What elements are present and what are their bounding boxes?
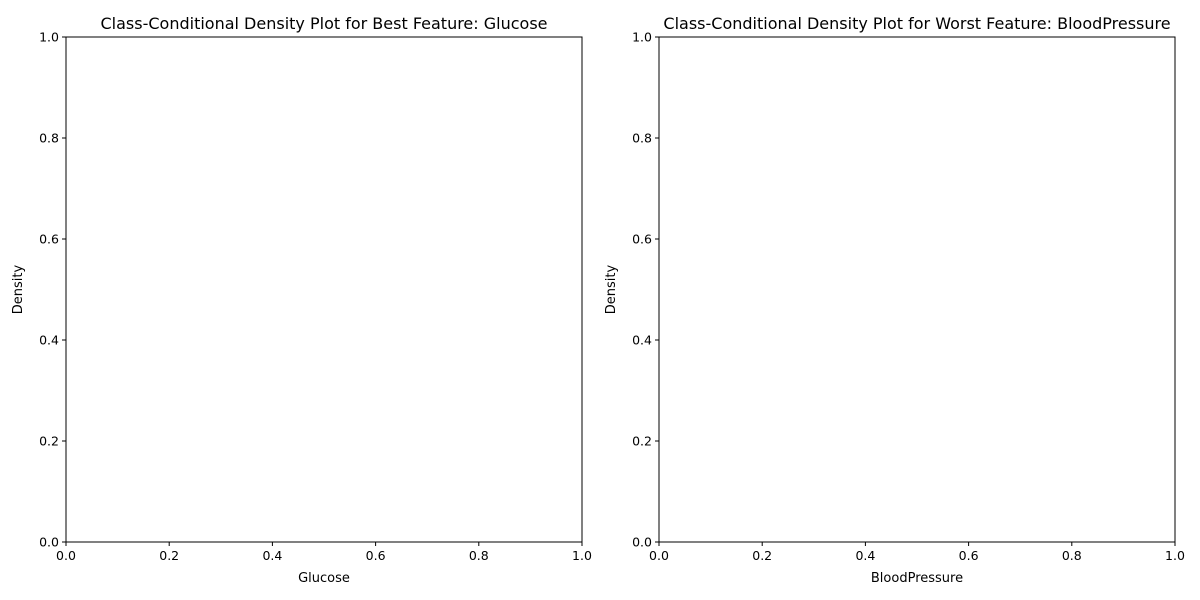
y-tick-label: 0.4 — [632, 333, 652, 348]
y-axis-label: Density — [604, 264, 619, 314]
y-tick-label: 0.0 — [632, 535, 652, 550]
x-tick-label: 0.2 — [159, 548, 179, 563]
y-tick-label: 0.2 — [39, 434, 59, 449]
chart-panel-2: 0.0 0.2 0.4 0.6 0.8 1.0 0.0 0.2 0.4 0.6 0.8 1.0 Clas… — [604, 14, 1185, 586]
chart-panel-1: 0.0 0.2 0.4 0.6 0.8 1.0 0.0 0.2 0.4 0.6 0.8 1.0 Clas… — [11, 14, 592, 586]
x-tick-label: 0.0 — [56, 548, 76, 563]
y-tick-label: 1.0 — [632, 30, 652, 45]
x-tick-label: 1.0 — [1165, 548, 1185, 563]
x-tick-label: 0.2 — [752, 548, 772, 563]
y-tick-label: 0.4 — [39, 333, 59, 348]
plot-area-frame — [65, 36, 583, 543]
y-tick-label: 1.0 — [39, 30, 59, 45]
x-tick-label: 0.6 — [366, 548, 386, 563]
x-tick-label: 0.0 — [649, 548, 669, 563]
y-tick-label: 0.2 — [632, 434, 652, 449]
y-axis-label: Density — [11, 264, 26, 314]
y-tick-label: 0.6 — [632, 232, 652, 247]
x-axis-label: Glucose — [298, 571, 350, 586]
y-tick-label: 0.8 — [632, 131, 652, 146]
chart-title: Class-Conditional Density Plot for Worst… — [663, 14, 1170, 33]
x-tick-label: 1.0 — [572, 548, 592, 563]
y-tick-label: 0.8 — [39, 131, 59, 146]
x-tick-label: 0.4 — [262, 548, 282, 563]
x-axis-label: BloodPressure — [871, 571, 963, 586]
x-tick-label: 0.8 — [469, 548, 489, 563]
x-tick-label: 0.4 — [855, 548, 875, 563]
y-tick-label: 0.0 — [39, 535, 59, 550]
x-tick-label: 0.6 — [959, 548, 979, 563]
x-tick-label: 0.8 — [1062, 548, 1082, 563]
y-tick-label: 0.6 — [39, 232, 59, 247]
plot-area-frame — [658, 36, 1176, 543]
chart-title: Class-Conditional Density Plot for Best … — [101, 14, 548, 33]
